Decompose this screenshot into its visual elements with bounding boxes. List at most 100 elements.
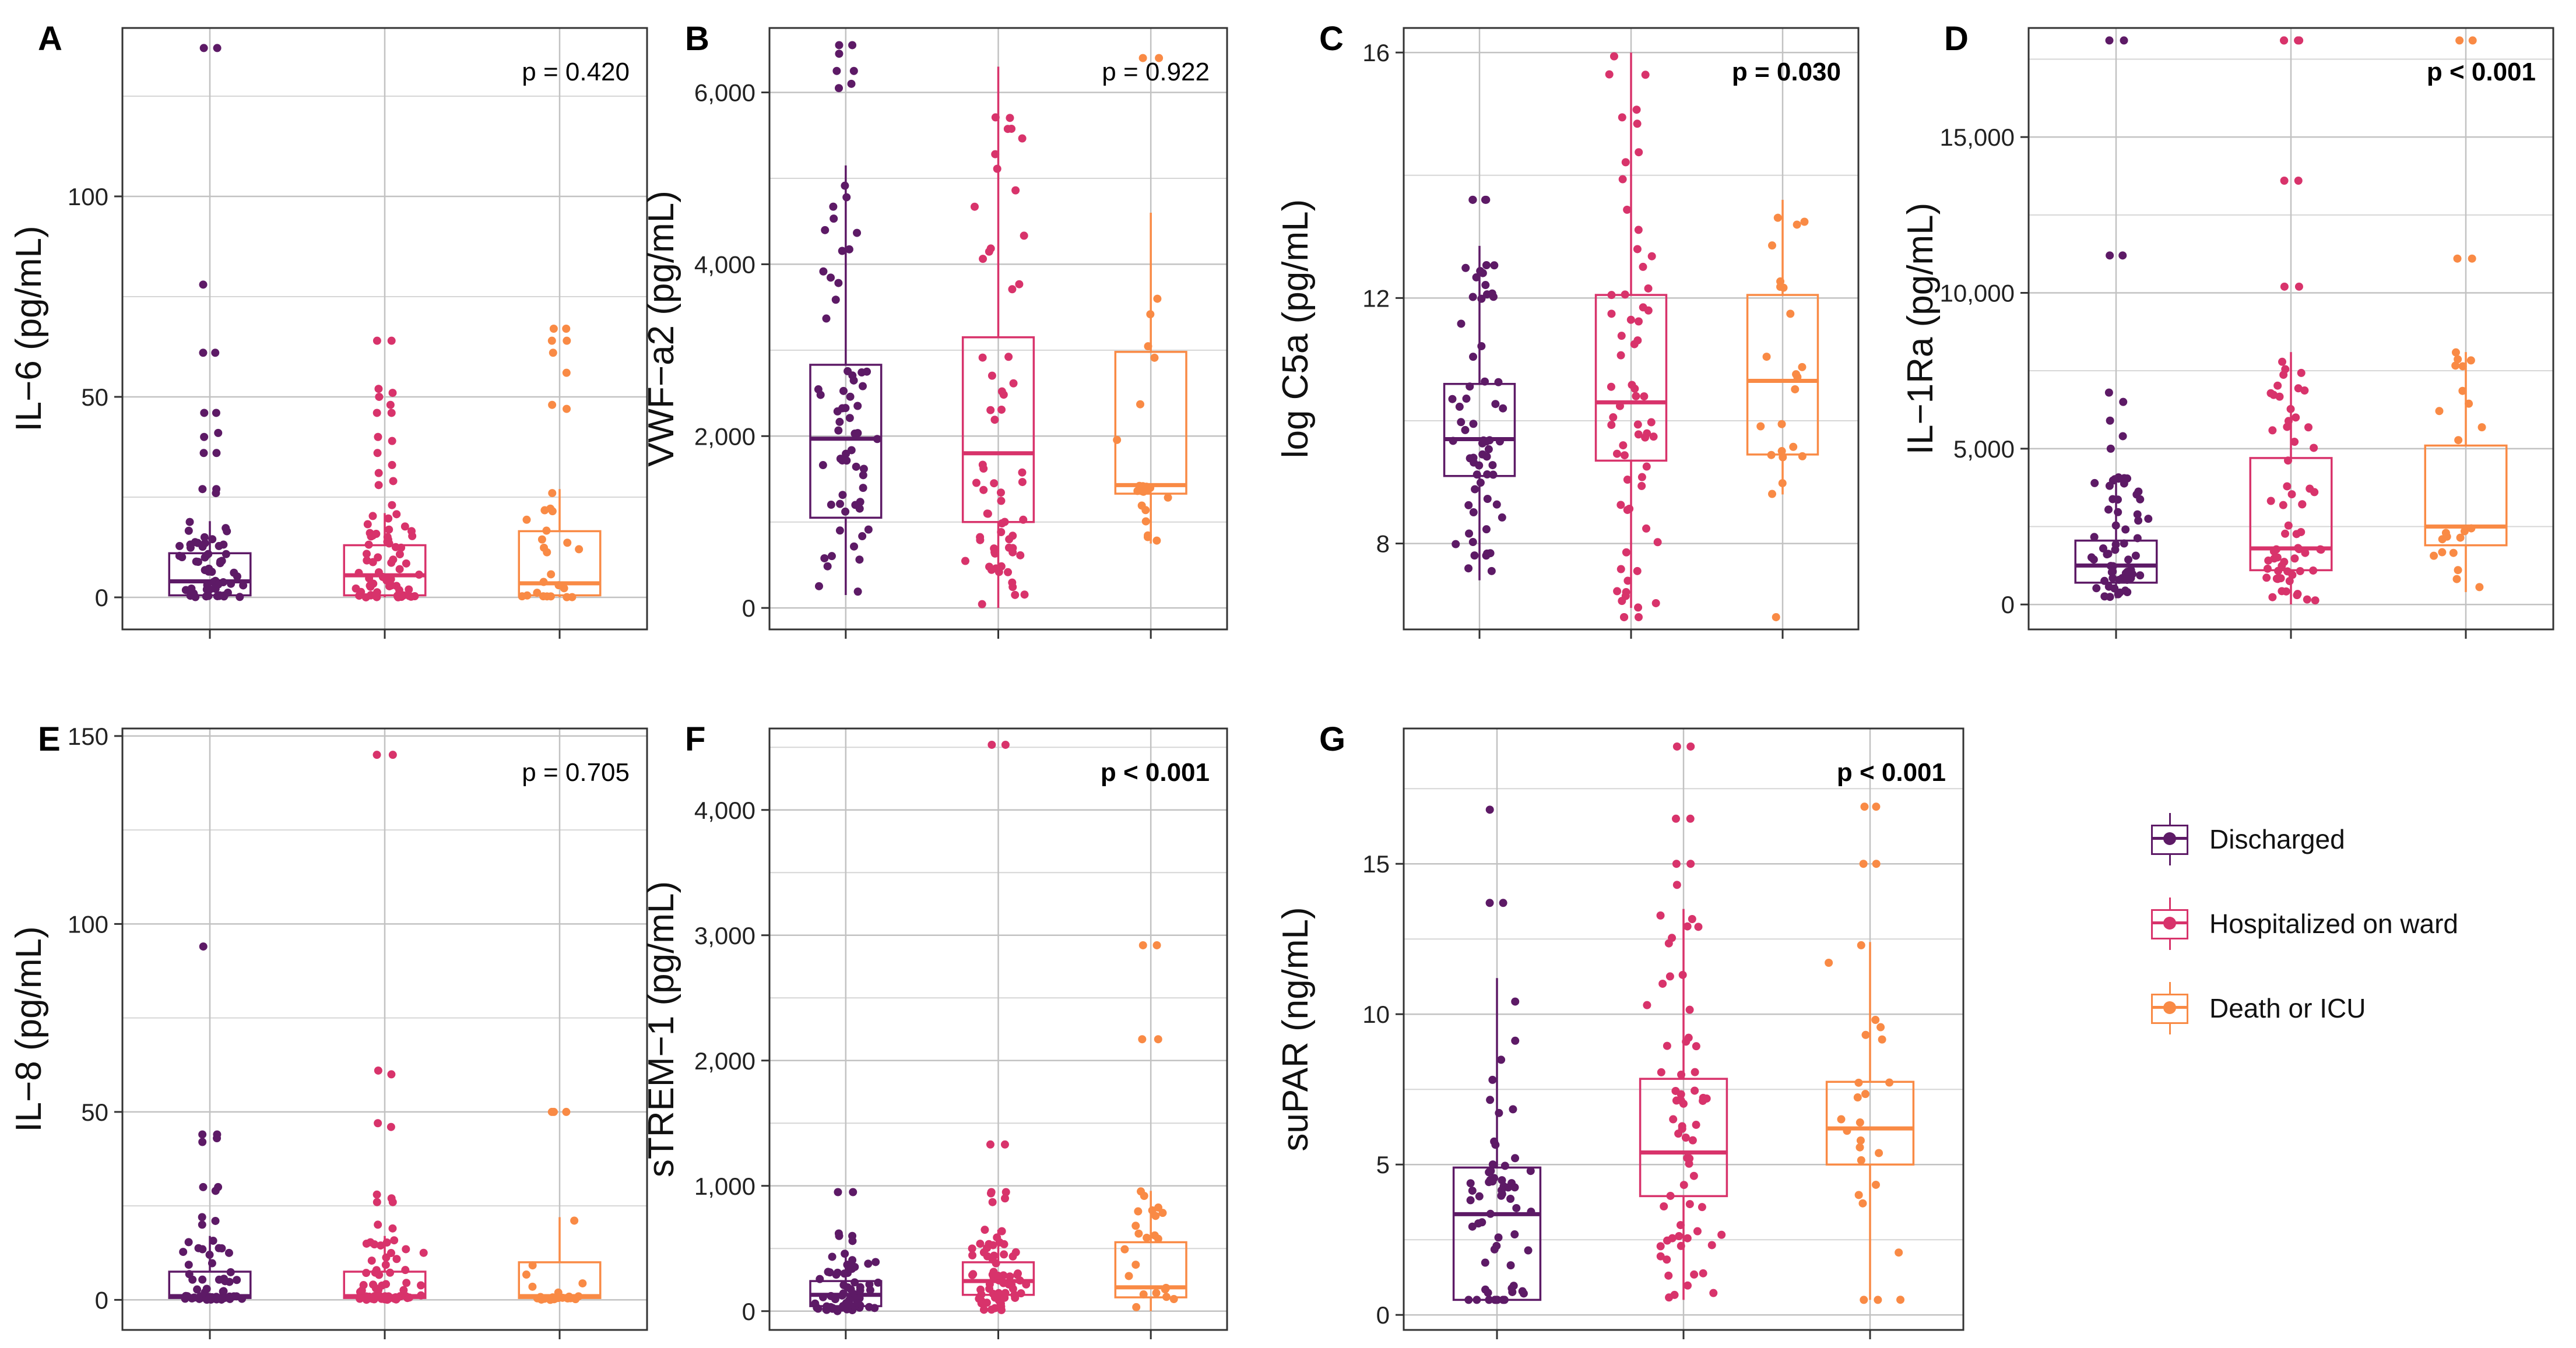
- data-point: [1623, 205, 1632, 214]
- data-point: [1777, 447, 1786, 456]
- outlier-point: [1686, 814, 1695, 823]
- data-point: [979, 485, 988, 494]
- y-tick-label: 16: [1362, 39, 1390, 66]
- data-point: [198, 543, 207, 551]
- data-point: [2264, 556, 2273, 565]
- outlier-point: [1499, 899, 1507, 907]
- data-point: [390, 1236, 399, 1245]
- data-point: [1825, 958, 1833, 967]
- data-point: [1690, 1270, 1699, 1279]
- data-point: [1153, 294, 1162, 303]
- data-point: [395, 565, 404, 573]
- y-tick-label: 0: [742, 1298, 755, 1325]
- data-point: [1494, 1233, 1503, 1242]
- data-point: [1607, 382, 1615, 391]
- data-point: [976, 533, 985, 541]
- data-point: [1468, 1187, 1477, 1195]
- outlier-point: [2118, 251, 2127, 260]
- data-point: [522, 515, 531, 524]
- data-point: [417, 1281, 426, 1290]
- data-point: [188, 1294, 196, 1303]
- outlier-point: [373, 449, 382, 457]
- p-value-label: p < 0.001: [1101, 758, 1210, 787]
- outlier-point: [198, 1138, 207, 1146]
- data-point: [368, 512, 377, 520]
- data-point: [402, 559, 410, 568]
- data-point: [825, 1268, 834, 1277]
- data-point: [1800, 217, 1809, 226]
- y-tick-label: 0: [1376, 1301, 1390, 1329]
- data-point: [2296, 566, 2304, 575]
- data-point: [2284, 456, 2293, 465]
- data-point: [999, 1279, 1008, 1287]
- data-point: [1131, 1261, 1140, 1269]
- data-point: [2454, 355, 2462, 364]
- data-point: [1001, 1289, 1010, 1297]
- data-point: [1663, 1255, 1671, 1264]
- data-point: [558, 1293, 567, 1302]
- data-point: [1481, 281, 1490, 290]
- data-point: [968, 1270, 976, 1279]
- data-point: [1164, 493, 1172, 502]
- data-point: [2284, 521, 2293, 530]
- data-point: [575, 545, 584, 554]
- data-point: [1509, 1282, 1518, 1290]
- data-point: [856, 1283, 864, 1291]
- data-point: [978, 600, 986, 608]
- data-point: [844, 1299, 852, 1308]
- outlier-point: [213, 1134, 222, 1143]
- outlier-point: [198, 1220, 206, 1229]
- data-point: [1486, 1096, 1495, 1104]
- outlier-point: [374, 385, 383, 393]
- outlier-point: [849, 66, 858, 75]
- y-tick-label: 12: [1362, 284, 1390, 312]
- data-point: [2263, 564, 2272, 573]
- data-point: [832, 1270, 841, 1279]
- outlier-point: [199, 44, 208, 52]
- data-point: [1685, 1005, 1694, 1014]
- data-point: [1510, 1183, 1519, 1192]
- outlier-point: [198, 1130, 207, 1139]
- data-point: [979, 255, 987, 263]
- outlier-point: [848, 41, 857, 50]
- outlier-point: [1155, 54, 1164, 62]
- data-point: [822, 314, 831, 323]
- data-point: [233, 1276, 241, 1284]
- data-point: [1633, 420, 1642, 429]
- data-point: [2290, 554, 2299, 563]
- data-point: [983, 1244, 992, 1252]
- data-point: [845, 1262, 854, 1270]
- data-point: [405, 592, 414, 600]
- data-point: [1470, 551, 1479, 560]
- outlier-point: [1485, 805, 1494, 814]
- data-point: [835, 417, 844, 426]
- p-value-label: p = 0.420: [522, 58, 630, 86]
- y-tick-label: 6,000: [694, 79, 755, 107]
- data-point: [389, 555, 398, 564]
- data-point: [2121, 586, 2129, 595]
- data-point: [381, 1261, 390, 1269]
- data-point: [987, 565, 996, 574]
- data-point: [2454, 566, 2462, 575]
- data-point: [1644, 306, 1653, 315]
- data-point: [991, 113, 1000, 122]
- panel-G: 0 5 10 15 suPAR (ng/mL) Gp < 0.001: [1275, 720, 1964, 1339]
- data-point: [979, 464, 988, 473]
- outlier-point: [199, 280, 208, 289]
- outlier-point: [214, 428, 223, 437]
- data-point: [554, 581, 563, 590]
- data-point: [396, 592, 405, 600]
- outlier-point: [1671, 814, 1680, 823]
- data-point: [2136, 495, 2145, 504]
- outlier-point: [2120, 36, 2128, 45]
- outlier-point: [1686, 742, 1695, 751]
- outlier-point: [835, 1231, 844, 1240]
- outlier-point: [987, 740, 996, 749]
- data-point: [357, 587, 366, 596]
- p-value-label: p < 0.001: [2427, 58, 2536, 86]
- data-point: [1663, 1236, 1672, 1245]
- data-point: [1637, 481, 1646, 490]
- data-point: [1857, 941, 1865, 949]
- data-point: [1144, 342, 1152, 351]
- data-point: [2273, 575, 2282, 583]
